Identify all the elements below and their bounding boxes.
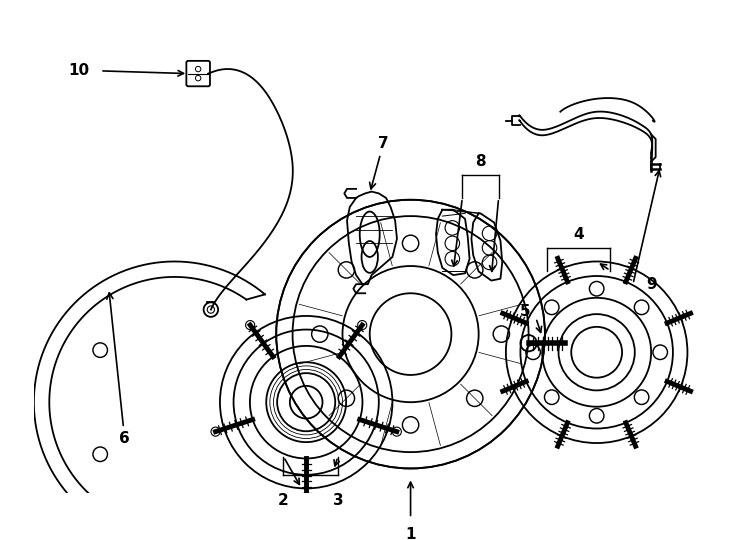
Text: 3: 3 — [333, 493, 344, 508]
Text: 9: 9 — [646, 276, 656, 292]
Text: 5: 5 — [520, 304, 530, 319]
Text: 4: 4 — [573, 227, 584, 242]
Text: 2: 2 — [278, 493, 289, 508]
Text: 8: 8 — [475, 154, 486, 169]
Text: 1: 1 — [405, 528, 416, 540]
Text: 6: 6 — [107, 293, 130, 446]
Text: 10: 10 — [69, 63, 90, 78]
Text: 7: 7 — [370, 136, 388, 189]
